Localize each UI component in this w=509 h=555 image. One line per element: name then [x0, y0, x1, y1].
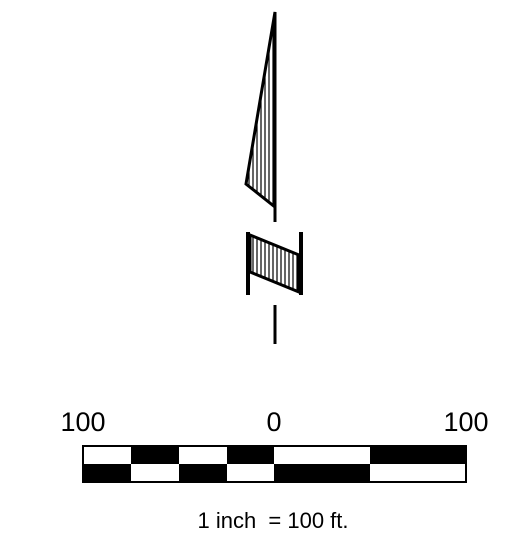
scale-bar-cell: [131, 464, 179, 482]
scale-caption: 1 inch = 100 ft.: [197, 508, 348, 533]
scale-label-center: 0: [266, 407, 281, 437]
scale-bar-cell: [370, 464, 466, 482]
north-letter-n-icon: [246, 232, 303, 295]
north-arrow-blade: [244, 11, 277, 211]
scale-bar-cell: [370, 446, 466, 464]
scale-bar-cells: [83, 446, 466, 482]
scale-bar-cell: [179, 464, 227, 482]
scale-bar-outline: [82, 445, 467, 483]
scale-bar-cell: [274, 446, 370, 464]
scale-label-left: 100: [60, 407, 105, 437]
scale-bar-cell: [227, 464, 274, 482]
scale-bar-cell: [227, 446, 274, 464]
scale-bar-cell: [274, 464, 370, 482]
scale-bar-cell: [131, 446, 179, 464]
scale-bar-cell: [179, 446, 227, 464]
scale-label-right: 100: [443, 407, 488, 437]
scale-bar-cell: [83, 446, 131, 464]
scale-bar: 100 0 100 1 inch = 100 ft.: [60, 407, 488, 533]
scale-bar-cell: [83, 464, 131, 482]
north-arrow-icon: [244, 11, 303, 344]
